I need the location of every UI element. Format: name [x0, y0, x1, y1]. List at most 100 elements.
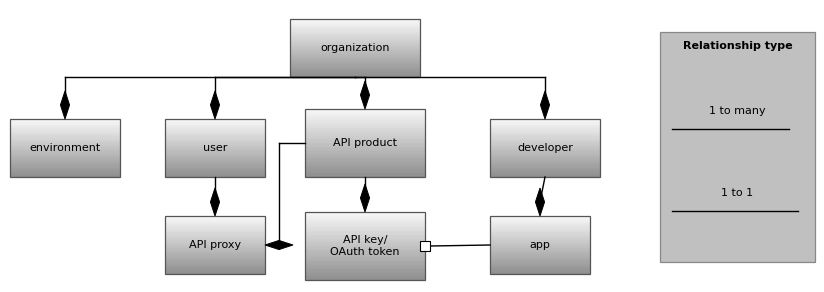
Bar — [10, 165, 120, 166]
Bar — [165, 145, 265, 146]
Bar — [305, 127, 425, 128]
Bar — [490, 159, 600, 160]
Bar — [290, 50, 420, 51]
Bar — [10, 147, 120, 148]
Bar — [290, 34, 420, 35]
Bar — [290, 20, 420, 21]
Text: 1 to many: 1 to many — [709, 106, 765, 116]
Bar — [10, 175, 120, 176]
Polygon shape — [210, 188, 219, 216]
Bar — [305, 124, 425, 125]
Bar — [165, 162, 265, 163]
Bar — [490, 135, 600, 136]
Bar — [165, 263, 265, 264]
Bar — [305, 274, 425, 276]
Bar — [490, 236, 590, 237]
Bar — [305, 219, 425, 220]
Bar — [305, 162, 425, 164]
Bar — [10, 154, 120, 155]
Bar — [490, 162, 600, 163]
Bar — [305, 245, 425, 246]
Bar — [290, 63, 420, 64]
Text: API product: API product — [333, 138, 397, 148]
Bar — [290, 21, 420, 22]
Bar — [490, 267, 590, 268]
Bar — [165, 231, 265, 232]
Bar — [165, 268, 265, 269]
Bar — [10, 132, 120, 133]
Bar — [10, 133, 120, 134]
Bar — [490, 272, 590, 273]
Bar — [290, 47, 420, 48]
Bar — [165, 159, 265, 160]
Bar — [490, 232, 590, 233]
Bar — [290, 29, 420, 31]
Bar — [165, 265, 265, 266]
Bar — [305, 223, 425, 224]
Bar — [490, 125, 600, 126]
Bar — [305, 170, 425, 172]
Text: developer: developer — [517, 143, 573, 153]
Bar — [290, 19, 420, 20]
Bar — [165, 147, 265, 148]
Bar — [490, 251, 590, 252]
Bar — [290, 36, 420, 38]
Bar — [305, 136, 425, 138]
Polygon shape — [536, 188, 545, 216]
Bar — [10, 128, 120, 129]
Bar — [305, 213, 425, 215]
Bar — [290, 38, 420, 39]
Bar — [490, 246, 590, 247]
Bar — [290, 53, 420, 54]
Bar — [165, 244, 265, 245]
Bar — [290, 72, 420, 74]
Bar — [305, 114, 425, 116]
Bar — [290, 76, 420, 77]
Bar — [165, 122, 265, 124]
Bar — [490, 244, 590, 245]
Bar — [10, 125, 120, 126]
Bar — [165, 238, 265, 239]
Bar — [305, 166, 425, 168]
Bar — [165, 270, 265, 272]
Bar — [305, 243, 425, 245]
Bar — [10, 160, 120, 161]
Bar — [290, 58, 420, 60]
Bar — [165, 220, 265, 221]
Bar — [490, 172, 600, 173]
Bar — [490, 245, 590, 246]
Bar — [10, 170, 120, 171]
Bar — [490, 259, 590, 260]
Bar — [290, 64, 420, 65]
Bar — [490, 165, 600, 166]
Bar — [305, 250, 425, 251]
Bar — [490, 216, 590, 274]
Bar — [490, 169, 600, 170]
Bar — [490, 156, 600, 157]
Bar — [290, 26, 420, 27]
Bar — [305, 123, 425, 124]
Bar — [490, 248, 590, 250]
Bar — [290, 41, 420, 42]
Bar — [165, 221, 265, 222]
Bar — [165, 243, 265, 244]
Bar — [165, 237, 265, 238]
Bar — [165, 119, 265, 120]
Bar — [290, 27, 420, 28]
Bar — [490, 147, 600, 148]
Bar — [490, 142, 600, 143]
Bar — [165, 248, 265, 250]
Bar — [290, 57, 420, 58]
Bar — [165, 216, 265, 217]
Polygon shape — [210, 91, 219, 119]
Bar — [165, 165, 265, 166]
Bar — [305, 165, 425, 166]
Bar — [490, 225, 590, 226]
Bar — [10, 146, 120, 147]
Bar — [165, 259, 265, 260]
Bar — [10, 156, 120, 157]
Bar — [490, 268, 590, 269]
Bar — [10, 131, 120, 132]
Bar — [490, 143, 600, 145]
Bar — [290, 31, 420, 32]
